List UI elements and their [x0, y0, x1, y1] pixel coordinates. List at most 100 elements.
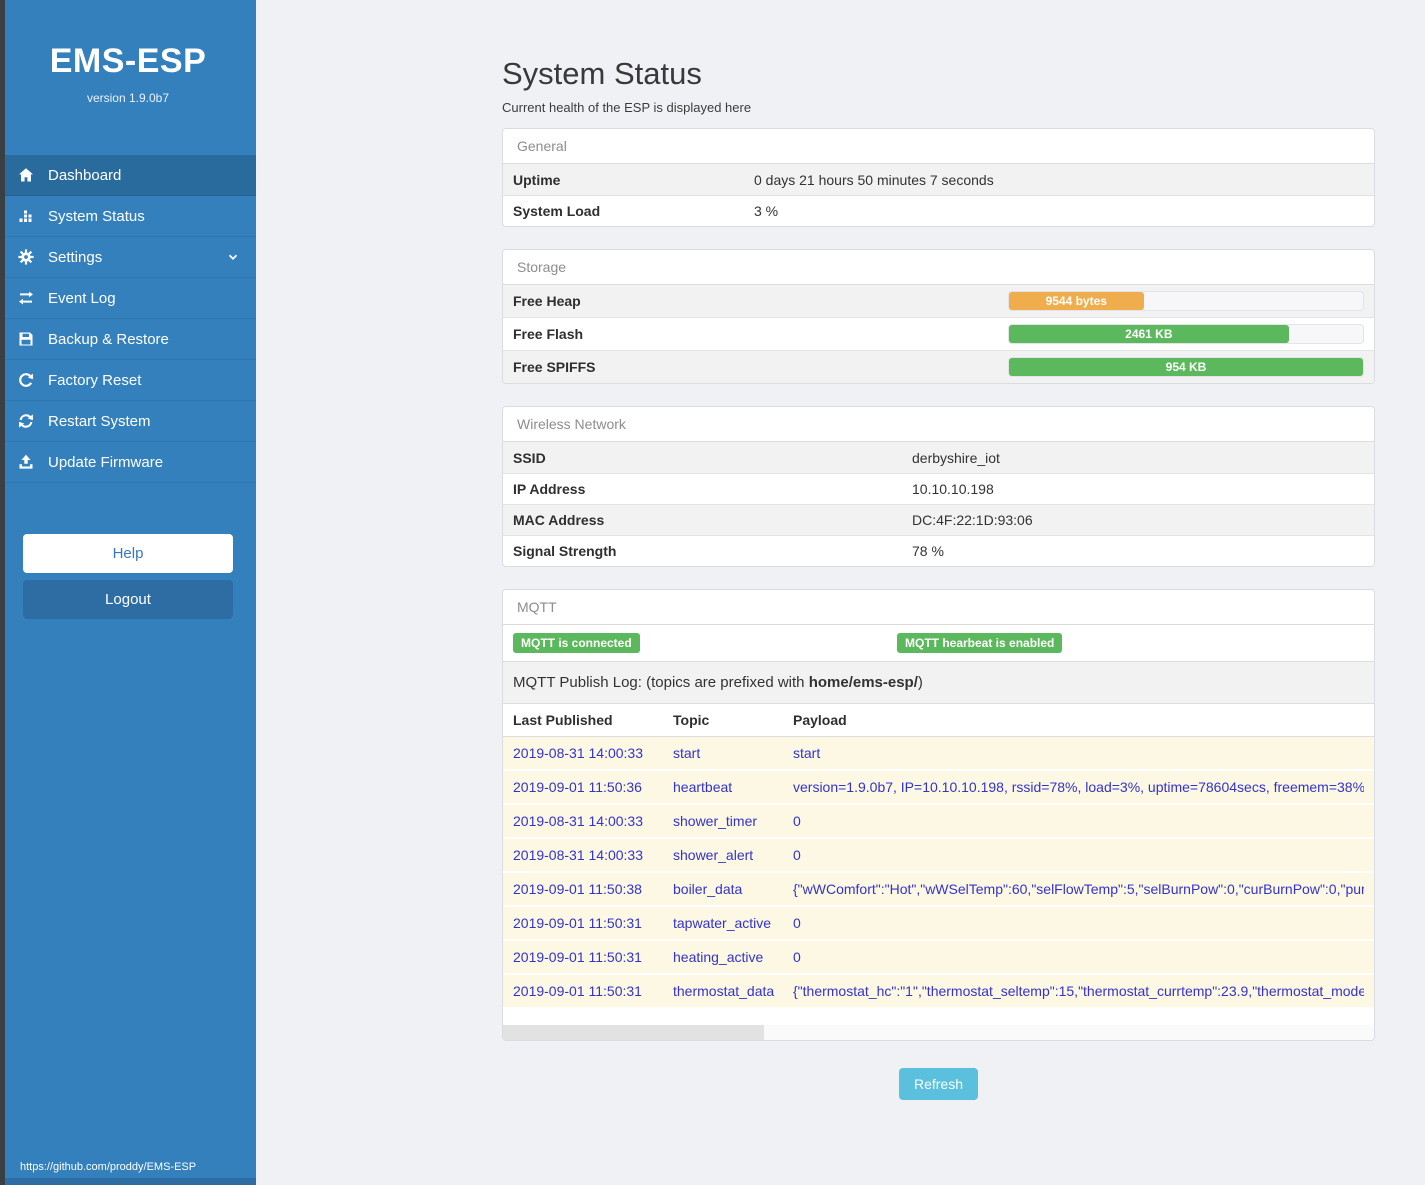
column-header-last-published: Last Published — [513, 712, 613, 728]
rotate-right-icon — [16, 372, 36, 388]
sidebar-item-label: Restart System — [48, 412, 151, 430]
log-payload: version=1.9.0b7, IP=10.10.10.198, rssid=… — [793, 779, 1364, 795]
log-timestamp: 2019-09-01 11:50:31 — [513, 915, 642, 931]
row-label: MAC Address — [513, 512, 605, 528]
log-timestamp: 2019-09-01 11:50:31 — [513, 949, 642, 965]
log-timestamp: 2019-09-01 11:50:36 — [513, 779, 642, 795]
github-link[interactable]: https://github.com/proddy/EMS-ESP — [20, 1161, 197, 1173]
row-value: 78 % — [912, 543, 944, 559]
row-label: Signal Strength — [513, 543, 617, 559]
exchange-icon — [16, 290, 36, 306]
log-topic: shower_timer — [673, 813, 758, 829]
mqtt-log-row: 2019-09-01 11:50:31 heating_active 0 — [503, 941, 1374, 975]
sidebar-item-restart-system[interactable]: Restart System — [0, 401, 256, 442]
row-value: 10.10.10.198 — [912, 481, 994, 497]
caption-topic-prefix: home/ems-esp/ — [808, 674, 918, 691]
mqtt-log-row: 2019-08-31 14:00:33 shower_timer 0 — [503, 805, 1374, 839]
log-payload: 0 — [793, 813, 801, 829]
sidebar-item-label: System Status — [48, 207, 145, 225]
general-panel: General Uptime 0 days 21 hours 50 minute… — [502, 128, 1375, 227]
sidebar-item-settings[interactable]: Settings — [0, 237, 256, 278]
progress-bar-fill: 2461 KB — [1009, 325, 1289, 343]
mqtt-publish-log-caption: MQTT Publish Log: (topics are prefixed w… — [503, 661, 1374, 703]
mqtt-panel-title: MQTT — [503, 590, 1374, 625]
table-row: Uptime 0 days 21 hours 50 minutes 7 seco… — [503, 164, 1374, 195]
progress-bar: 9544 bytes — [1008, 291, 1364, 311]
app-title: EMS-ESP — [49, 42, 207, 80]
sidebar-item-backup-restore[interactable]: Backup & Restore — [0, 319, 256, 360]
row-label: Free Flash — [513, 326, 584, 342]
sidebar-item-update-firmware[interactable]: Update Firmware — [0, 442, 256, 483]
page-subtitle: Current health of the ESP is displayed h… — [502, 100, 752, 115]
log-topic: start — [673, 745, 701, 761]
mqtt-log-row: 2019-09-01 11:50:38 boiler_data {"wWComf… — [503, 873, 1374, 907]
row-label: IP Address — [513, 481, 586, 497]
sidebar-item-system-status[interactable]: System Status — [0, 196, 256, 237]
refresh-button[interactable]: Refresh — [898, 1068, 979, 1100]
log-topic: heartbeat — [673, 779, 733, 795]
wireless-panel-title: Wireless Network — [503, 407, 1374, 442]
progress-bar: 954 KB — [1008, 357, 1364, 377]
row-value: 0 days 21 hours 50 minutes 7 seconds — [754, 171, 994, 188]
main-content: System Status Current health of the ESP … — [256, 0, 1425, 1185]
scrollbar-thumb[interactable] — [503, 1025, 765, 1040]
sidebar-item-dashboard[interactable]: Dashboard — [0, 155, 256, 196]
table-row: MAC Address DC:4F:22:1D:93:06 — [503, 504, 1374, 535]
horizontal-scrollbar[interactable] — [503, 1025, 1374, 1040]
mqtt-log-row: 2019-08-31 14:00:33 shower_alert 0 — [503, 839, 1374, 873]
mqtt-log-row: 2019-09-01 11:50:31 thermostat_data {"th… — [503, 975, 1374, 1009]
sidebar-item-event-log[interactable]: Event Log — [0, 278, 256, 319]
sidebar-item-label: Factory Reset — [48, 371, 142, 389]
mqtt-heartbeat-badge: MQTT hearbeat is enabled — [897, 633, 1063, 653]
row-label: Uptime — [513, 171, 561, 188]
row-label: System Load — [513, 203, 601, 219]
log-payload: {"thermostat_hc":"1","thermostat_seltemp… — [793, 983, 1364, 999]
row-label: Free Heap — [513, 293, 581, 309]
app-version: version 1.9.0b7 — [86, 91, 170, 105]
sidebar: EMS-ESP version 1.9.0b7 Dashboard System… — [0, 0, 256, 1185]
sidebar-bottom-strip — [0, 1178, 256, 1185]
save-icon — [16, 331, 36, 347]
log-payload: start — [793, 745, 821, 761]
sidebar-item-label: Backup & Restore — [48, 330, 169, 348]
log-payload: 0 — [793, 949, 801, 965]
log-topic: thermostat_data — [673, 983, 775, 999]
sidebar-item-label: Update Firmware — [48, 453, 164, 471]
progress-bar-fill: 9544 bytes — [1009, 292, 1144, 310]
table-row: Free Flash 2461 KB — [503, 317, 1374, 350]
progress-bar: 2461 KB — [1008, 324, 1364, 344]
mqtt-log-row: 2019-09-01 11:50:31 tapwater_active 0 — [503, 907, 1374, 941]
sidebar-item-label: Event Log — [48, 289, 116, 307]
log-topic: tapwater_active — [673, 915, 772, 931]
mqtt-log-row: 2019-09-01 11:50:36 heartbeat version=1.… — [503, 771, 1374, 805]
sidebar-menu: Dashboard System Status Settings Event L… — [0, 155, 256, 483]
log-payload: {"wWComfort":"Hot","wWSelTemp":60,"selFl… — [793, 881, 1364, 897]
column-header-topic: Topic — [673, 712, 710, 728]
home-icon — [16, 167, 36, 183]
sidebar-item-label: Dashboard — [48, 166, 122, 184]
logout-button[interactable]: Logout — [23, 580, 233, 619]
row-label: Free SPIFFS — [513, 359, 596, 375]
mqtt-connected-badge: MQTT is connected — [513, 633, 640, 653]
upload-icon — [16, 454, 36, 470]
bar-chart-icon — [16, 208, 36, 224]
table-row: Free Heap 9544 bytes — [503, 285, 1374, 317]
mqtt-panel: MQTT MQTT is connected MQTT hearbeat is … — [502, 589, 1375, 1041]
help-button[interactable]: Help — [23, 534, 233, 573]
sidebar-item-label: Settings — [48, 248, 103, 266]
mqtt-status-row: MQTT is connected MQTT hearbeat is enabl… — [503, 625, 1374, 661]
wireless-panel: Wireless Network SSID derbyshire_iot IP … — [502, 406, 1375, 567]
log-timestamp: 2019-08-31 14:00:33 — [513, 813, 643, 829]
column-header-payload: Payload — [793, 712, 847, 728]
log-topic: heating_active — [673, 949, 764, 965]
log-topic: shower_alert — [673, 847, 754, 863]
general-panel-title: General — [503, 129, 1374, 164]
log-timestamp: 2019-09-01 11:50:38 — [513, 881, 642, 897]
sidebar-item-factory-reset[interactable]: Factory Reset — [0, 360, 256, 401]
log-payload: 0 — [793, 847, 801, 863]
refresh-icon — [16, 413, 36, 429]
table-row: IP Address 10.10.10.198 — [503, 473, 1374, 504]
log-payload: 0 — [793, 915, 801, 931]
log-timestamp: 2019-09-01 11:50:31 — [513, 983, 642, 999]
table-row: Signal Strength 78 % — [503, 535, 1374, 566]
